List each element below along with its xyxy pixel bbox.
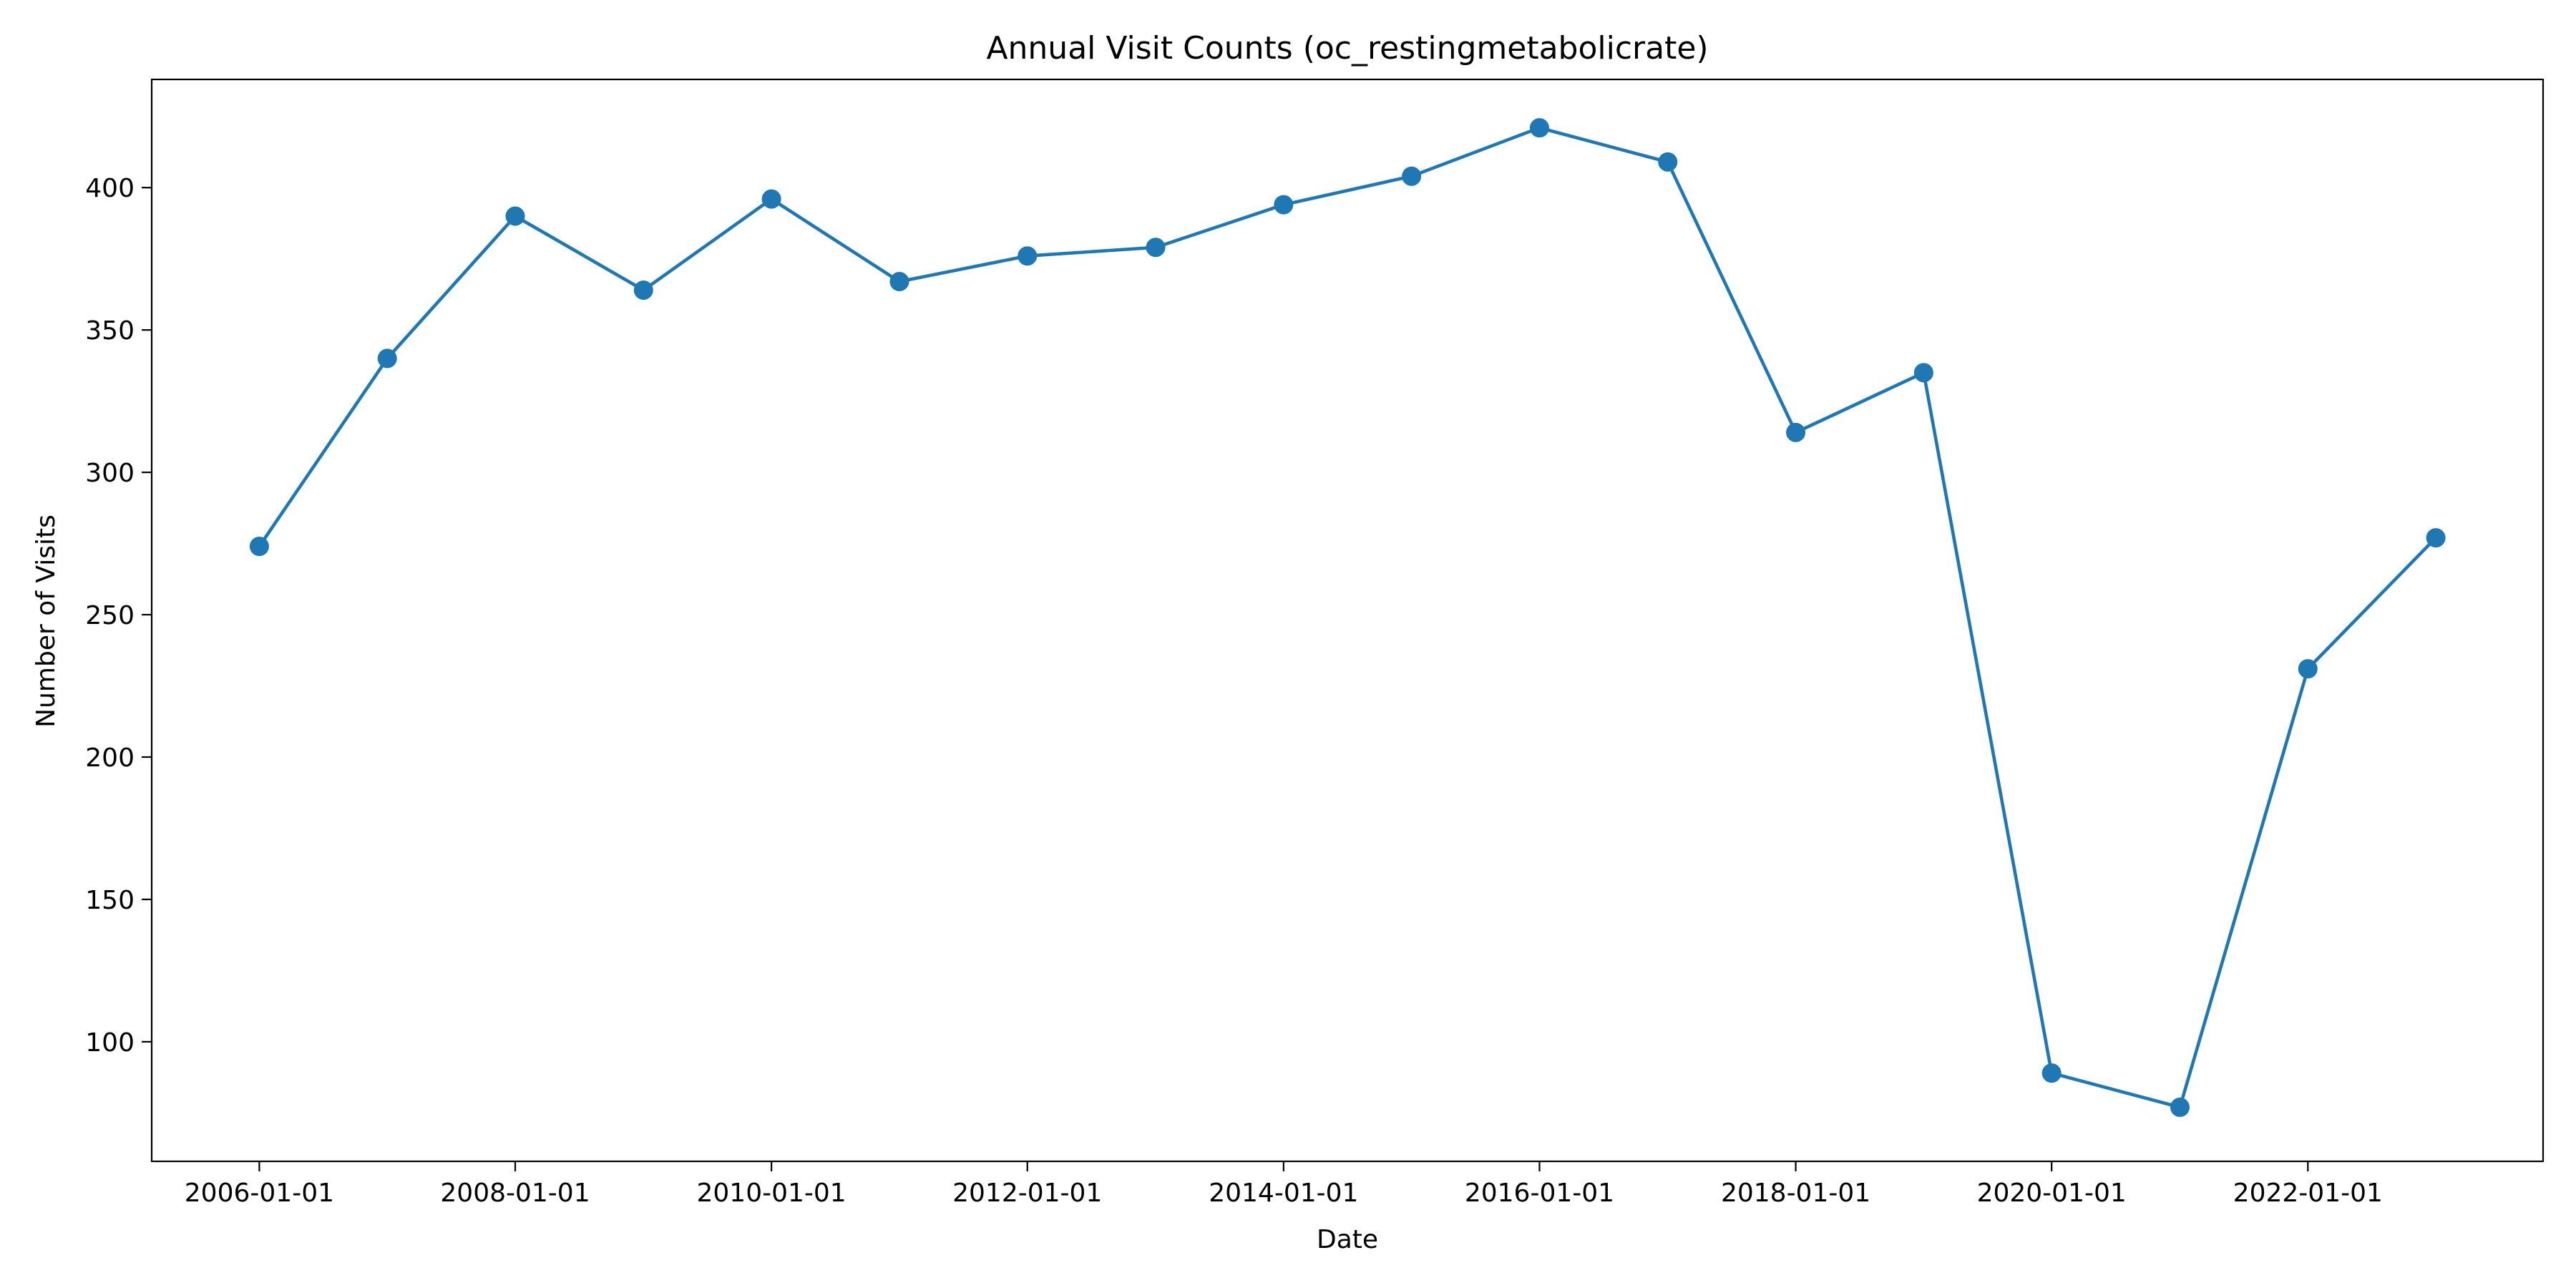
data-point [1402, 166, 1422, 186]
data-point [1658, 152, 1678, 172]
y-tick-label: 150 [85, 886, 135, 915]
y-tick-label: 400 [85, 174, 135, 203]
y-tick-label: 350 [85, 316, 135, 346]
axes-frame [150, 78, 2545, 1163]
data-point [505, 206, 525, 226]
y-axis-label: Number of Visits [31, 514, 61, 728]
data-point [1146, 238, 1166, 258]
y-tick-label: 250 [85, 601, 135, 630]
x-tick-label: 2018-01-01 [1721, 1179, 1870, 1208]
chart-title: Annual Visit Counts (oc_restingmetabolic… [986, 30, 1708, 67]
data-point [1786, 422, 1806, 442]
x-tick-label: 2012-01-01 [952, 1179, 1102, 1208]
data-point [761, 189, 781, 209]
data-point [377, 348, 397, 369]
y-tick-label: 200 [85, 743, 135, 773]
x-tick-label: 2010-01-01 [697, 1179, 847, 1208]
series-line [257, 126, 2439, 1109]
data-point [1529, 118, 1549, 138]
x-tick-label: 2006-01-01 [185, 1179, 334, 1208]
plot-area: 100 150 200 250 300 350 400 2006-01-01 2008-01-0… [85, 78, 2545, 1208]
data-point [2298, 659, 2318, 679]
data-point [633, 280, 653, 300]
x-tick-label: 2014-01-01 [1209, 1179, 1358, 1208]
data-point [2170, 1097, 2190, 1117]
data-point [889, 272, 909, 292]
data-point [1913, 363, 1933, 383]
x-axis-label: Date [1317, 1225, 1378, 1254]
x-tick-label: 2008-01-01 [440, 1179, 590, 1208]
y-tick-label: 300 [85, 459, 135, 488]
data-point [2041, 1063, 2062, 1083]
data-point [1018, 246, 1038, 266]
y-tick-label: 100 [85, 1028, 135, 1058]
data-point [1274, 195, 1294, 215]
data-point [2426, 528, 2446, 548]
x-tick-label: 2022-01-01 [2233, 1179, 2383, 1208]
x-tick-label: 2020-01-01 [1977, 1179, 2127, 1208]
x-tick-label: 2016-01-01 [1465, 1179, 1614, 1208]
data-point [249, 537, 269, 557]
